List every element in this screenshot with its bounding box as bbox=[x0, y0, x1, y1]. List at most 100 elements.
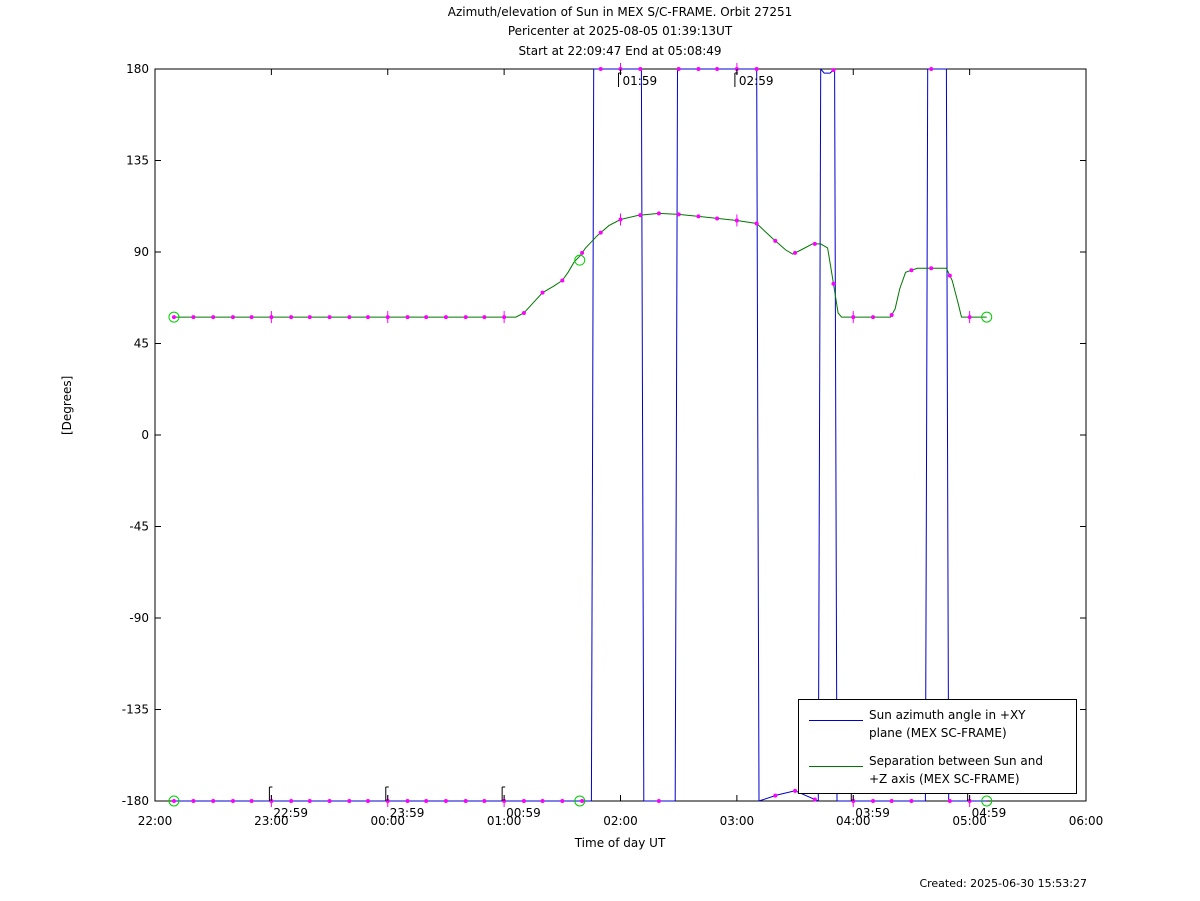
legend-swatch-azimuth bbox=[809, 720, 863, 721]
separation-marker bbox=[230, 315, 235, 320]
azimuth-line-segment bbox=[924, 68, 929, 802]
separation-marker bbox=[191, 315, 196, 320]
created-timestamp: Created: 2025-06-30 15:53:27 bbox=[919, 877, 1087, 890]
y-tick-label: -180 bbox=[122, 794, 149, 808]
azimuth-marker bbox=[171, 799, 176, 803]
azimuth-marker bbox=[929, 67, 934, 71]
separation-marker bbox=[715, 216, 720, 221]
azimuth-line-segment bbox=[834, 68, 838, 802]
x-tick-label: 00:00 bbox=[370, 814, 405, 828]
azimuth-marker bbox=[773, 793, 778, 798]
azimuth-marker bbox=[871, 799, 876, 803]
azimuth-marker bbox=[540, 799, 545, 803]
azimuth-marker bbox=[580, 799, 585, 803]
annotation-label: 22:59 bbox=[273, 806, 308, 820]
azimuth-marker bbox=[909, 799, 914, 803]
azimuth-line-segment bbox=[674, 68, 678, 802]
annotation-label: 01:59 bbox=[623, 74, 658, 88]
azimuth-marker bbox=[230, 799, 235, 803]
y-tick-label: 90 bbox=[134, 245, 149, 259]
separation-marker bbox=[365, 315, 370, 320]
x-tick-label: 03:00 bbox=[720, 814, 755, 828]
annotation-label: 02:59 bbox=[739, 74, 774, 88]
separation-marker bbox=[909, 268, 914, 273]
separation-marker bbox=[405, 315, 410, 320]
separation-marker bbox=[773, 238, 778, 243]
azimuth-line-segment bbox=[817, 68, 822, 802]
endpoint-circle bbox=[574, 254, 586, 266]
separation-marker bbox=[598, 230, 603, 235]
separation-marker bbox=[889, 313, 894, 318]
azimuth-marker bbox=[424, 799, 429, 803]
separation-marker bbox=[696, 214, 701, 219]
azimuth-marker bbox=[405, 799, 410, 803]
separation-marker bbox=[831, 281, 836, 286]
x-tick-label: 04:00 bbox=[836, 814, 871, 828]
separation-marker bbox=[347, 315, 352, 320]
chart-title-line-2: Pericenter at 2025-08-05 01:39:13UT bbox=[507, 24, 733, 38]
azimuth-marker bbox=[793, 788, 798, 793]
endpoint-circle bbox=[168, 795, 180, 807]
azimuth-marker bbox=[676, 67, 681, 71]
azimuth-marker bbox=[327, 799, 332, 803]
azimuth-marker bbox=[249, 799, 254, 803]
azimuth-marker bbox=[521, 799, 526, 803]
azimuth-marker bbox=[656, 799, 661, 803]
azimuth-marker bbox=[463, 799, 468, 803]
azimuth-marker bbox=[560, 799, 565, 803]
separation-marker bbox=[443, 315, 448, 320]
legend-label-azimuth: Sun azimuth angle in +XY plane (MEX SC-F… bbox=[869, 708, 1026, 740]
azimuth-marker bbox=[289, 799, 294, 803]
annotation-label: 03:59 bbox=[855, 806, 890, 820]
x-tick-label: 23:00 bbox=[254, 814, 289, 828]
azimuth-marker bbox=[754, 67, 759, 71]
separation-marker bbox=[754, 221, 759, 226]
x-axis-label: Time of day UT bbox=[574, 836, 666, 850]
x-tick-label: 01:00 bbox=[487, 814, 522, 828]
legend-item-azimuth: Sun azimuth angle in +XY plane (MEX SC-F… bbox=[809, 706, 1059, 742]
y-tick-label: -135 bbox=[122, 703, 149, 717]
separation-marker bbox=[482, 315, 487, 320]
annotation-label: 04:59 bbox=[972, 806, 1007, 820]
x-tick-label: 02:00 bbox=[603, 814, 638, 828]
chart-title-line-1: Azimuth/elevation of Sun in MEX S/C-FRAM… bbox=[447, 5, 793, 19]
y-tick-label: -45 bbox=[129, 520, 149, 534]
y-axis-label: [Degrees] bbox=[60, 375, 74, 435]
separation-marker bbox=[327, 315, 332, 320]
separation-marker bbox=[793, 250, 798, 255]
azimuth-marker bbox=[715, 67, 720, 71]
azimuth-marker bbox=[831, 68, 836, 73]
legend-label-separation: Separation between Sun and +Z axis (MEX … bbox=[869, 754, 1043, 786]
azimuth-marker bbox=[638, 67, 643, 71]
legend-item-separation: Separation between Sun and +Z axis (MEX … bbox=[809, 752, 1059, 788]
x-tick-label: 05:00 bbox=[952, 814, 987, 828]
separation-marker bbox=[676, 212, 681, 217]
endpoint-circle bbox=[981, 311, 993, 323]
chart-title-line-3: Start at 22:09:47 End at 05:08:49 bbox=[518, 44, 722, 58]
separation-marker bbox=[307, 315, 312, 320]
separation-marker bbox=[521, 311, 526, 315]
separation-marker bbox=[812, 241, 817, 246]
endpoint-circle bbox=[168, 311, 180, 323]
separation-marker bbox=[638, 213, 643, 218]
y-tick-label: 135 bbox=[126, 154, 149, 168]
azimuth-line-segment bbox=[945, 68, 950, 802]
azimuth-marker bbox=[365, 799, 370, 803]
separation-marker bbox=[656, 211, 661, 216]
y-tick-label: -90 bbox=[129, 611, 149, 625]
x-tick-label: 22:00 bbox=[138, 814, 173, 828]
separation-marker bbox=[249, 315, 254, 320]
separation-marker bbox=[211, 315, 216, 320]
separation-marker bbox=[171, 315, 176, 320]
azimuth-line-segment bbox=[590, 68, 595, 802]
azimuth-line-segment bbox=[756, 68, 760, 802]
annotation-label: 23:59 bbox=[390, 806, 425, 820]
azimuth-marker bbox=[211, 799, 216, 803]
azimuth-marker bbox=[307, 799, 312, 803]
azimuth-marker bbox=[347, 799, 352, 803]
y-tick-label: 45 bbox=[134, 337, 149, 351]
separation-marker bbox=[871, 315, 876, 320]
separation-marker bbox=[463, 315, 468, 320]
endpoint-circle bbox=[574, 795, 586, 807]
